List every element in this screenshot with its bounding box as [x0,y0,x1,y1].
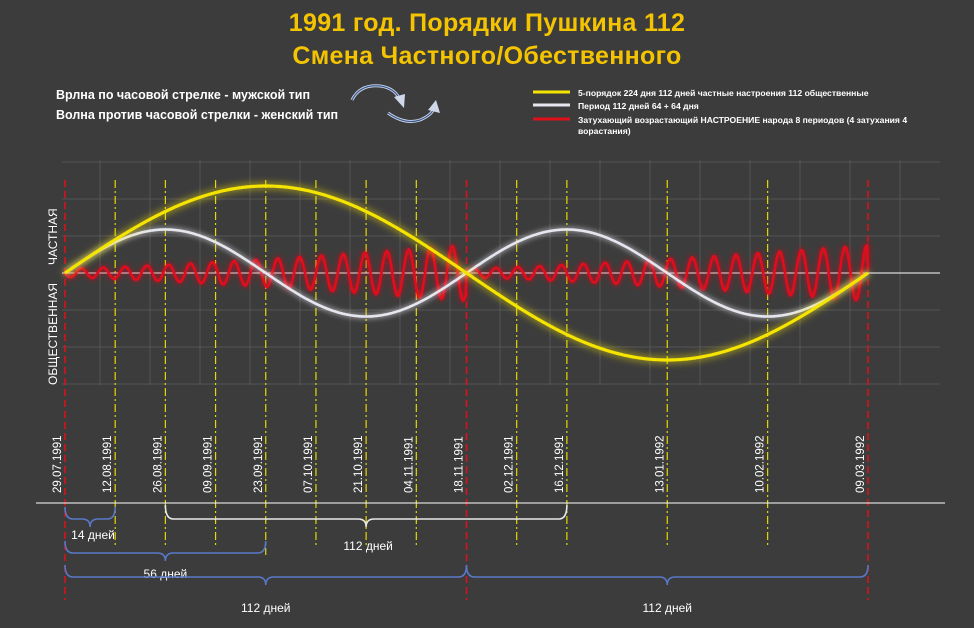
span-bracket [64,540,267,562]
curves [63,184,870,362]
date-label: 10.02.1992 [755,435,767,493]
date-label: 04.11.1991 [403,436,415,493]
span-label: 56 дней [144,567,188,581]
span-bracket [64,506,116,528]
span-bracket [465,564,869,586]
span-label: 14 дней [71,528,115,542]
span-label: 112 дней [643,601,692,615]
date-label: 13.01.1992 [654,435,666,493]
legend-text-white: Период 112 дней 64 + 64 дня [578,101,699,111]
title-line-2: Смена Частного/Обественного [292,42,682,70]
date-label: 16.12.1991 [554,435,566,493]
span-brackets: 14 дней 112 дней 56 дней 112 дней 112 дней [64,504,869,615]
series-red-line [63,243,870,303]
span-label: 112 дней [241,601,290,615]
date-label: 12.08.1991 [102,435,114,493]
date-labels: 29.07.1991 12.08.1991 26.08.1991 09.09.1991… [52,435,867,493]
y-label-public: ОБЩЕСТВЕННАЯ [46,283,60,385]
y-label-private: ЧАСТНАЯ [46,208,60,265]
date-label: 21.10.1991 [353,435,365,493]
series-yellow-line [64,184,869,362]
date-markers [64,180,869,600]
note-clockwise: Врлна по часовой стрелке - мужской тип [56,88,311,102]
date-label: 09.03.1992 [855,435,867,493]
note-counterclockwise: Волна против часовой стрелки - женский т… [56,108,339,122]
date-label: 18.11.1991 [454,436,466,493]
date-label: 23.09.1991 [253,435,265,493]
clockwise-arrow-icon [350,84,405,108]
span-label: 112 дней [343,539,392,553]
date-label: 09.09.1991 [203,435,215,493]
date-label: 07.10.1991 [303,435,315,493]
date-label: 29.07.1991 [52,435,64,493]
date-label: 02.12.1991 [504,435,516,493]
legend-text-yellow: 5-порядок 224 дня 112 дней частные настр… [578,88,869,98]
legend-text-red: Затухающий возрастающий НАСТРОЕНИЕ народ… [578,115,908,136]
title-line-1: 1991 год. Порядки Пушкина 112 [288,9,686,37]
date-label: 26.08.1991 [152,435,164,493]
span-bracket [164,504,568,528]
span-bracket [64,564,468,586]
counterclockwise-arrow-icon [387,100,440,123]
